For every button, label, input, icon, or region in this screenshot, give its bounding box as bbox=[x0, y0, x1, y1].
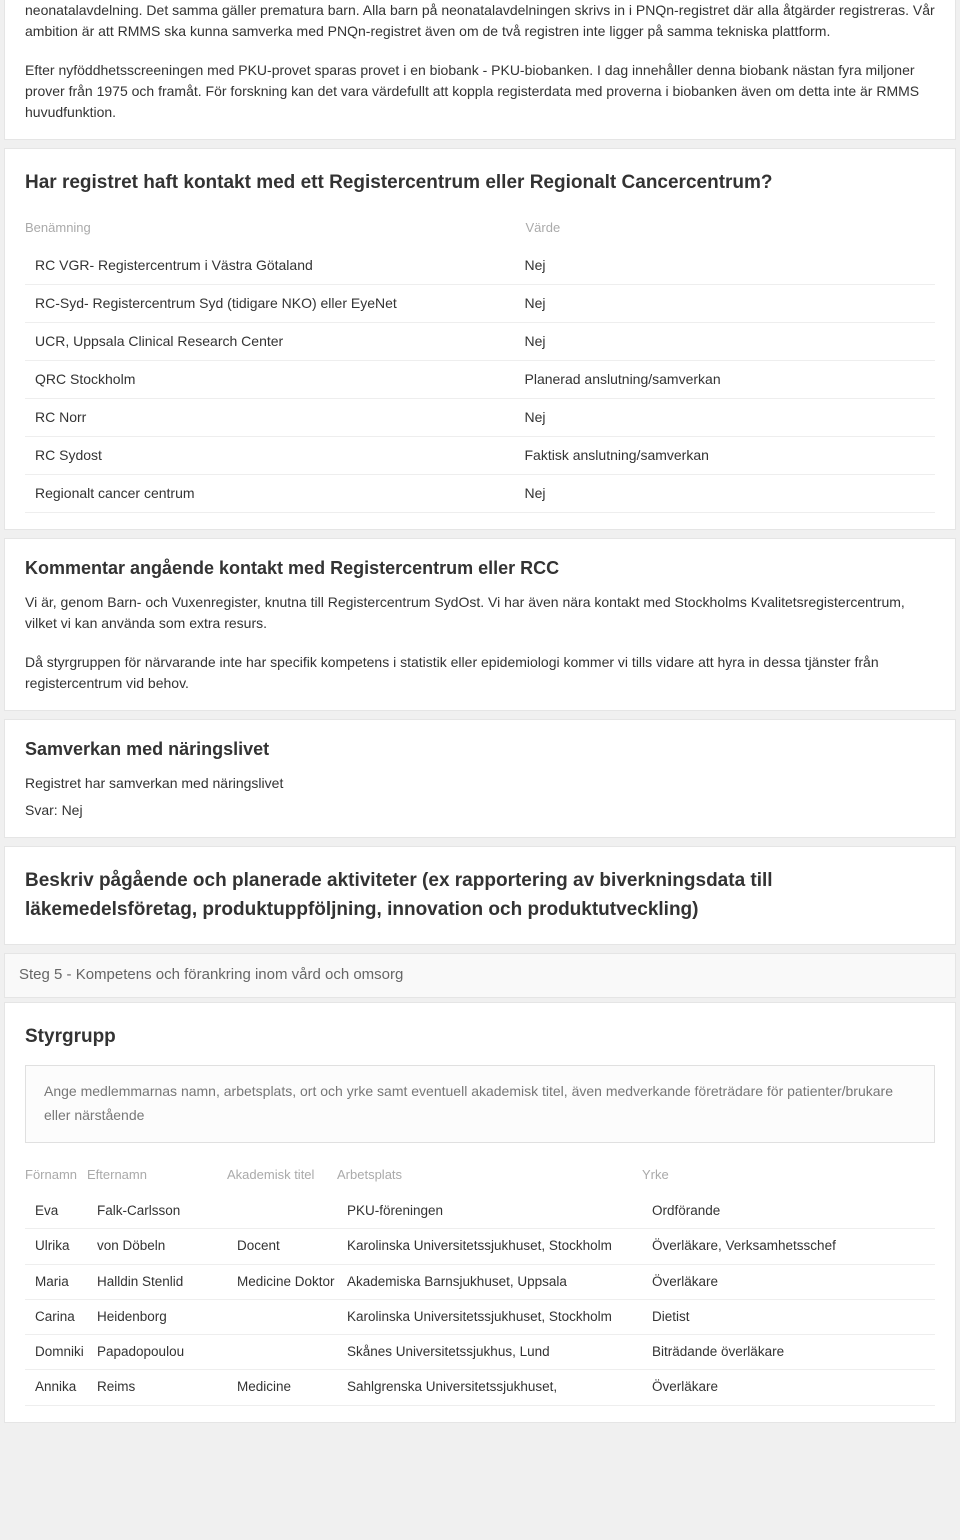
cell-firstname: Eva bbox=[35, 1201, 97, 1221]
cell-name: Regionalt cancer centrum bbox=[35, 483, 525, 504]
table-row: Regionalt cancer centrumNej bbox=[25, 475, 935, 513]
cell-workplace: Karolinska Universitetssjukhuset, Stockh… bbox=[347, 1307, 652, 1327]
cell-value: Nej bbox=[525, 407, 926, 428]
contact-rows: RC VGR- Registercentrum i Västra Götalan… bbox=[25, 247, 935, 513]
comment-p1: Vi är, genom Barn- och Vuxenregister, kn… bbox=[25, 592, 935, 634]
step5-bar: Steg 5 - Kompetens och förankring inom v… bbox=[4, 953, 956, 998]
intro-p2: Efter nyföddhetsscreeningen med PKU-prov… bbox=[25, 60, 935, 123]
cell-lastname: Heidenborg bbox=[97, 1307, 237, 1327]
table-row: RC-Syd- Registercentrum Syd (tidigare NK… bbox=[25, 285, 935, 323]
industry-answer: Svar: Nej bbox=[25, 800, 935, 821]
cell-role: Dietist bbox=[652, 1307, 925, 1327]
table-row: RC VGR- Registercentrum i Västra Götalan… bbox=[25, 247, 935, 285]
steering-info: Ange medlemmarnas namn, arbetsplats, ort… bbox=[25, 1065, 935, 1143]
member-row: Ulrikavon DöbelnDocentKarolinska Univers… bbox=[25, 1229, 935, 1264]
col-title: Akademisk titel bbox=[227, 1165, 337, 1185]
cell-lastname: Halldin Stenlid bbox=[97, 1272, 237, 1292]
cell-role: Överläkare bbox=[652, 1377, 925, 1397]
member-row: EvaFalk-Carlsson PKU-föreningenOrdförande bbox=[25, 1194, 935, 1229]
cell-workplace: Skånes Universitetssjukhus, Lund bbox=[347, 1342, 652, 1362]
comment-title: Kommentar angående kontakt med Registerc… bbox=[25, 555, 935, 582]
cell-workplace: Sahlgrenska Universitetssjukhuset, bbox=[347, 1377, 652, 1397]
member-row: AnnikaReimsMedicineSahlgrenska Universit… bbox=[25, 1370, 935, 1405]
cell-firstname: Ulrika bbox=[35, 1236, 97, 1256]
table-row: RC SydostFaktisk anslutning/samverkan bbox=[25, 437, 935, 475]
cell-name: UCR, Uppsala Clinical Research Center bbox=[35, 331, 525, 352]
cell-role: Överläkare bbox=[652, 1272, 925, 1292]
steering-card: Styrgrupp Ange medlemmarnas namn, arbets… bbox=[4, 1002, 956, 1423]
members-rows: EvaFalk-Carlsson PKU-föreningenOrdförande… bbox=[25, 1194, 935, 1406]
cell-value: Planerad anslutning/samverkan bbox=[525, 369, 926, 390]
cell-name: RC Norr bbox=[35, 407, 525, 428]
cell-firstname: Carina bbox=[35, 1307, 97, 1327]
cell-role: Biträdande överläkare bbox=[652, 1342, 925, 1362]
cell-workplace: PKU-föreningen bbox=[347, 1201, 652, 1221]
col-workplace: Arbetsplats bbox=[337, 1165, 642, 1185]
cell-role: Överläkare, Verksamhetsschef bbox=[652, 1236, 925, 1256]
cell-value: Faktisk anslutning/samverkan bbox=[525, 445, 926, 466]
steering-title: Styrgrupp bbox=[25, 1023, 935, 1052]
comment-p2: Då styrgruppen för närvarande inte har s… bbox=[25, 652, 935, 694]
cell-workplace: Akademiska Barnsjukhuset, Uppsala bbox=[347, 1272, 652, 1292]
cell-name: RC Sydost bbox=[35, 445, 525, 466]
cell-title: Docent bbox=[237, 1236, 347, 1256]
contact-card: Har registret haft kontakt med ett Regis… bbox=[4, 148, 956, 530]
cell-lastname: Falk-Carlsson bbox=[97, 1201, 237, 1221]
col-header-value: Värde bbox=[526, 218, 936, 238]
cell-role: Ordförande bbox=[652, 1201, 925, 1221]
comment-card: Kommentar angående kontakt med Registerc… bbox=[4, 538, 956, 711]
cell-value: Nej bbox=[525, 255, 926, 276]
contact-title: Har registret haft kontakt med ett Regis… bbox=[25, 169, 935, 198]
cell-value: Nej bbox=[525, 293, 926, 314]
activities-card: Beskriv pågående och planerade aktivitet… bbox=[4, 846, 956, 945]
col-firstname: Förnamn bbox=[25, 1165, 87, 1185]
cell-name: RC-Syd- Registercentrum Syd (tidigare NK… bbox=[35, 293, 525, 314]
member-row: CarinaHeidenborg Karolinska Universitetss… bbox=[25, 1300, 935, 1335]
cell-name: RC VGR- Registercentrum i Västra Götalan… bbox=[35, 255, 525, 276]
contact-table-head: Benämning Värde bbox=[25, 212, 935, 248]
industry-title: Samverkan med näringslivet bbox=[25, 736, 935, 763]
col-role: Yrke bbox=[642, 1165, 935, 1185]
step5-label: Steg 5 - Kompetens och förankring inom v… bbox=[19, 966, 403, 983]
cell-value: Nej bbox=[525, 483, 926, 504]
activities-title: Beskriv pågående och planerade aktivitet… bbox=[25, 867, 935, 924]
table-row: QRC StockholmPlanerad anslutning/samverk… bbox=[25, 361, 935, 399]
intro-p1: neonatalavdelning. Det samma gäller prem… bbox=[25, 0, 935, 42]
cell-lastname: Papadopoulou bbox=[97, 1342, 237, 1362]
cell-lastname: Reims bbox=[97, 1377, 237, 1397]
col-lastname: Efternamn bbox=[87, 1165, 227, 1185]
cell-title: Medicine bbox=[237, 1377, 347, 1397]
cell-firstname: Maria bbox=[35, 1272, 97, 1292]
industry-line: Registret har samverkan med näringslivet bbox=[25, 773, 935, 794]
cell-firstname: Domniki bbox=[35, 1342, 97, 1362]
intro-card: neonatalavdelning. Det samma gäller prem… bbox=[4, 0, 956, 140]
members-head: Förnamn Efternamn Akademisk titel Arbets… bbox=[25, 1161, 935, 1195]
table-row: RC NorrNej bbox=[25, 399, 935, 437]
cell-value: Nej bbox=[525, 331, 926, 352]
cell-name: QRC Stockholm bbox=[35, 369, 525, 390]
cell-workplace: Karolinska Universitetssjukhuset, Stockh… bbox=[347, 1236, 652, 1256]
industry-card: Samverkan med näringslivet Registret har… bbox=[4, 719, 956, 838]
member-row: MariaHalldin StenlidMedicine DoktorAkade… bbox=[25, 1265, 935, 1300]
table-row: UCR, Uppsala Clinical Research CenterNej bbox=[25, 323, 935, 361]
cell-lastname: von Döbeln bbox=[97, 1236, 237, 1256]
cell-title: Medicine Doktor bbox=[237, 1272, 347, 1292]
col-header-name: Benämning bbox=[25, 218, 526, 238]
member-row: DomnikiPapadopoulou Skånes Universitetssj… bbox=[25, 1335, 935, 1370]
cell-firstname: Annika bbox=[35, 1377, 97, 1397]
